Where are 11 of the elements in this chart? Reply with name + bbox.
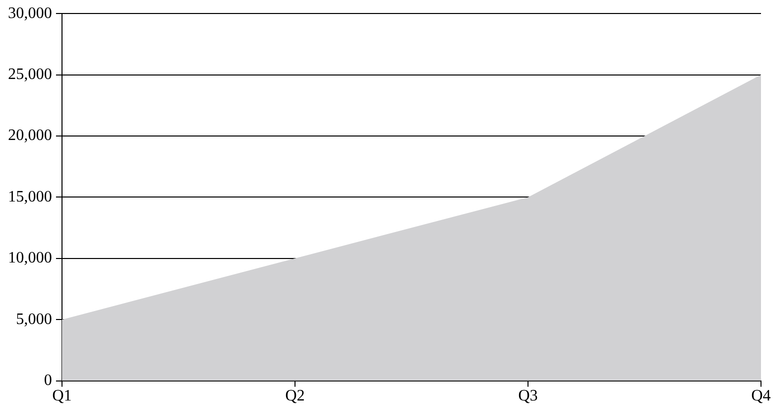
y-tick-label: 10,000 — [8, 250, 52, 267]
x-tick-label: Q4 — [751, 388, 771, 405]
y-tick-label: 20,000 — [8, 127, 52, 144]
y-tick-label: 30,000 — [8, 4, 52, 22]
x-tick-label: Q1 — [52, 388, 72, 405]
y-tick-label: 15,000 — [8, 188, 52, 206]
y-tick-label: 0 — [44, 372, 52, 390]
x-tick-label: Q2 — [285, 388, 305, 405]
y-tick-label: 25,000 — [8, 66, 52, 84]
y-tick-label: 5,000 — [16, 310, 52, 328]
x-tick-label: Q3 — [518, 388, 538, 405]
